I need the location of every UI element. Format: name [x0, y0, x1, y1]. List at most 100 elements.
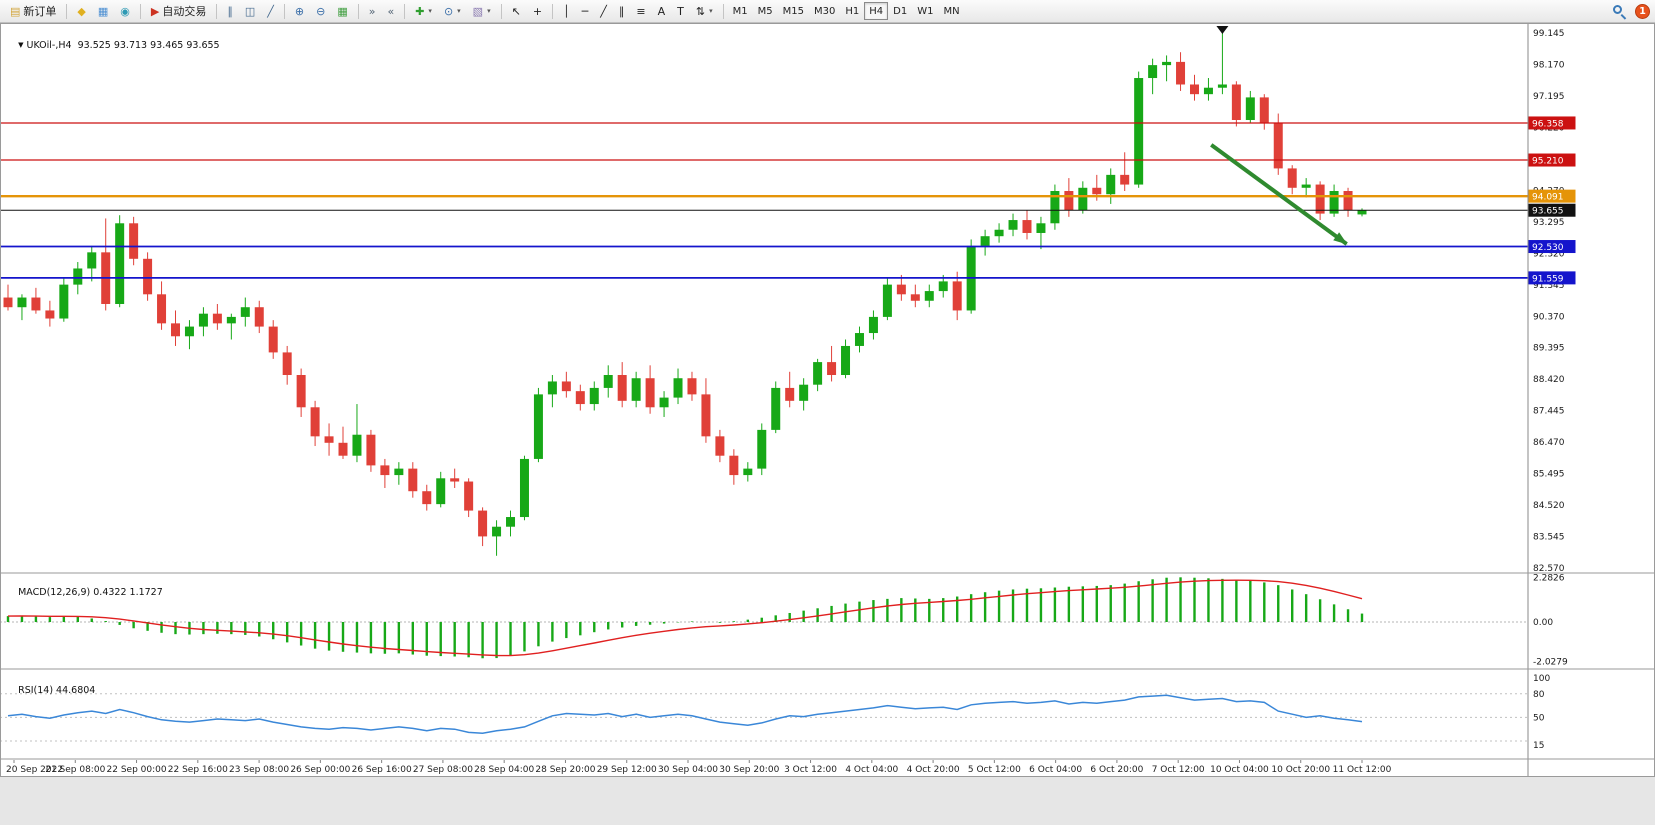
text-button[interactable]: A [652, 2, 672, 21]
price-axis[interactable] [1528, 23, 1655, 777]
tile-windows-button[interactable]: ▦ [331, 2, 353, 21]
auto-scroll-button[interactable]: » [363, 2, 382, 21]
new-order-button[interactable]: ▤ 新订单 [4, 2, 62, 21]
toolbar-separator [357, 3, 359, 19]
chart-shift-button[interactable]: « [381, 2, 400, 21]
cursor-button[interactable]: ↖ [506, 2, 527, 21]
chart-background [0, 23, 1655, 777]
svg-text:92.530: 92.530 [1532, 243, 1564, 253]
toolbar-separator [139, 3, 141, 19]
timeframe-d1-button[interactable]: D1 [888, 2, 912, 20]
vertical-line-button[interactable]: │ [557, 2, 576, 21]
horizontal-line-icon: ─ [581, 4, 589, 18]
svg-text:23 Sep 08:00: 23 Sep 08:00 [229, 765, 289, 775]
caret-down-icon: ▾ [428, 7, 432, 15]
zoom-in-icon: ⊕ [294, 4, 305, 18]
rsi-line [7, 694, 1363, 734]
svg-text:85.495: 85.495 [1533, 470, 1565, 480]
svg-text:22 Sep 00:00: 22 Sep 00:00 [107, 765, 167, 775]
timeframe-m5-button[interactable]: M5 [753, 2, 778, 20]
svg-text:90.370: 90.370 [1533, 312, 1565, 322]
caret-down-icon: ▾ [487, 7, 491, 15]
caret-down-icon: ▾ [709, 7, 713, 15]
navigator-icon: ◉ [120, 4, 130, 18]
zoom-in-button[interactable]: ⊕ [289, 2, 310, 21]
bar-chart-icon: ∥ [227, 4, 233, 18]
chart-shift-icon: « [387, 4, 395, 18]
svg-text:15: 15 [1533, 741, 1544, 751]
fibonacci-icon: ≡ [636, 4, 646, 18]
svg-text:99.145: 99.145 [1533, 29, 1565, 39]
svg-text:91.559: 91.559 [1532, 274, 1564, 284]
timeframe-mn-button[interactable]: MN [938, 2, 964, 20]
svg-text:5 Oct 12:00: 5 Oct 12:00 [968, 765, 1021, 775]
svg-text:3 Oct 12:00: 3 Oct 12:00 [784, 765, 837, 775]
templates-button[interactable]: ▧ ▾ [467, 2, 497, 21]
timeframe-m30-button[interactable]: M30 [809, 2, 840, 20]
peak-marker-icon [1216, 26, 1229, 34]
svg-text:4 Oct 04:00: 4 Oct 04:00 [845, 765, 898, 775]
channel-icon: ∥ [618, 4, 625, 18]
timeframe-h1-button[interactable]: H1 [840, 2, 864, 20]
text-label-button[interactable]: T [671, 2, 690, 21]
price-badge-93.655 [1528, 203, 1576, 217]
candlestick-chart-button[interactable]: ◫ [239, 2, 261, 21]
market-watch-icon: ◆ [77, 4, 86, 18]
svg-text:87.445: 87.445 [1533, 407, 1565, 417]
data-window-icon: ▦ [97, 4, 109, 18]
chart-menu-triangle-icon[interactable]: ▼ [18, 41, 24, 49]
periods-button[interactable]: ⊙ ▾ [438, 2, 467, 21]
svg-text:26 Sep 00:00: 26 Sep 00:00 [290, 765, 350, 775]
toolbar: ▤ 新订单 ◆ ▦ ◉ ▶ 自动交易 ∥ ◫ ╱ ⊕ ⊖ ▦» «✚ ▾ ⊙ ▾ ▧ ▾ ↖ + │ ─ ╱ ∥ ≡ A T ⇅ ▾ M1… [0, 0, 1655, 23]
trendline-button[interactable]: ╱ [594, 2, 613, 21]
navigator-button[interactable]: ◉ [114, 2, 136, 21]
data-window-button[interactable]: ▦ [92, 2, 114, 21]
svg-text:93.295: 93.295 [1533, 218, 1565, 228]
chart-window: 99.14598.17097.19596.22095.24594.27093.2… [0, 23, 1655, 777]
svg-text:21 Sep 08:00: 21 Sep 08:00 [45, 765, 105, 775]
auto-scroll-icon: » [368, 4, 376, 18]
templates-icon: ▧ [472, 4, 484, 18]
auto-trading-button[interactable]: ▶ 自动交易 [145, 2, 212, 21]
toolbar-separator [66, 3, 68, 19]
svg-text:86.470: 86.470 [1533, 438, 1565, 448]
svg-text:29 Sep 12:00: 29 Sep 12:00 [597, 765, 657, 775]
arrows-icon: ⇅ [695, 4, 706, 18]
svg-text:89.395: 89.395 [1533, 344, 1565, 354]
timeframe-m15-button[interactable]: M15 [778, 2, 809, 20]
trend-arrow-annotation[interactable] [1210, 143, 1348, 246]
line-chart-button[interactable]: ╱ [261, 2, 280, 21]
horizontal-line-button[interactable]: ─ [576, 2, 595, 21]
crosshair-button[interactable]: + [527, 2, 548, 21]
svg-text:6 Oct 04:00: 6 Oct 04:00 [1029, 765, 1082, 775]
svg-text:95.210: 95.210 [1532, 157, 1564, 167]
magnifier-handle [1620, 14, 1627, 20]
svg-text:91.345: 91.345 [1533, 281, 1565, 291]
indicators-icon: ✚ [415, 4, 425, 18]
price-badge-91.559 [1528, 271, 1576, 285]
arrows-button[interactable]: ⇅ ▾ [690, 2, 719, 21]
new-order-icon: ▤ [10, 4, 21, 18]
svg-text:50: 50 [1533, 713, 1545, 723]
market-watch-button[interactable]: ◆ [71, 2, 91, 21]
notification-badge[interactable]: 1 [1635, 4, 1650, 19]
timeframe-m1-button[interactable]: M1 [728, 2, 753, 20]
fibonacci-button[interactable]: ≡ [630, 2, 651, 21]
zoom-out-button[interactable]: ⊖ [310, 2, 331, 21]
timeframe-w1-button[interactable]: W1 [912, 2, 938, 20]
svg-text:11 Oct 12:00: 11 Oct 12:00 [1333, 765, 1392, 775]
svg-text:92.320: 92.320 [1533, 249, 1565, 259]
svg-text:82.570: 82.570 [1533, 564, 1565, 574]
bar-chart-button[interactable]: ∥ [221, 2, 239, 21]
svg-text:100: 100 [1533, 674, 1550, 684]
chart-plot-area[interactable]: 99.14598.17097.19596.22095.24594.27093.2… [0, 23, 1655, 777]
vertical-line-icon: │ [563, 4, 570, 18]
timeframe-h4-button[interactable]: H4 [864, 2, 889, 20]
search-icon[interactable] [1612, 4, 1627, 20]
svg-text:28 Sep 04:00: 28 Sep 04:00 [474, 765, 534, 775]
indicators-button[interactable]: ✚ ▾ [409, 2, 438, 21]
toolbar-separator [216, 3, 218, 19]
svg-text:20 Sep 2022: 20 Sep 2022 [6, 765, 63, 775]
channel-button[interactable]: ∥ [613, 2, 631, 21]
